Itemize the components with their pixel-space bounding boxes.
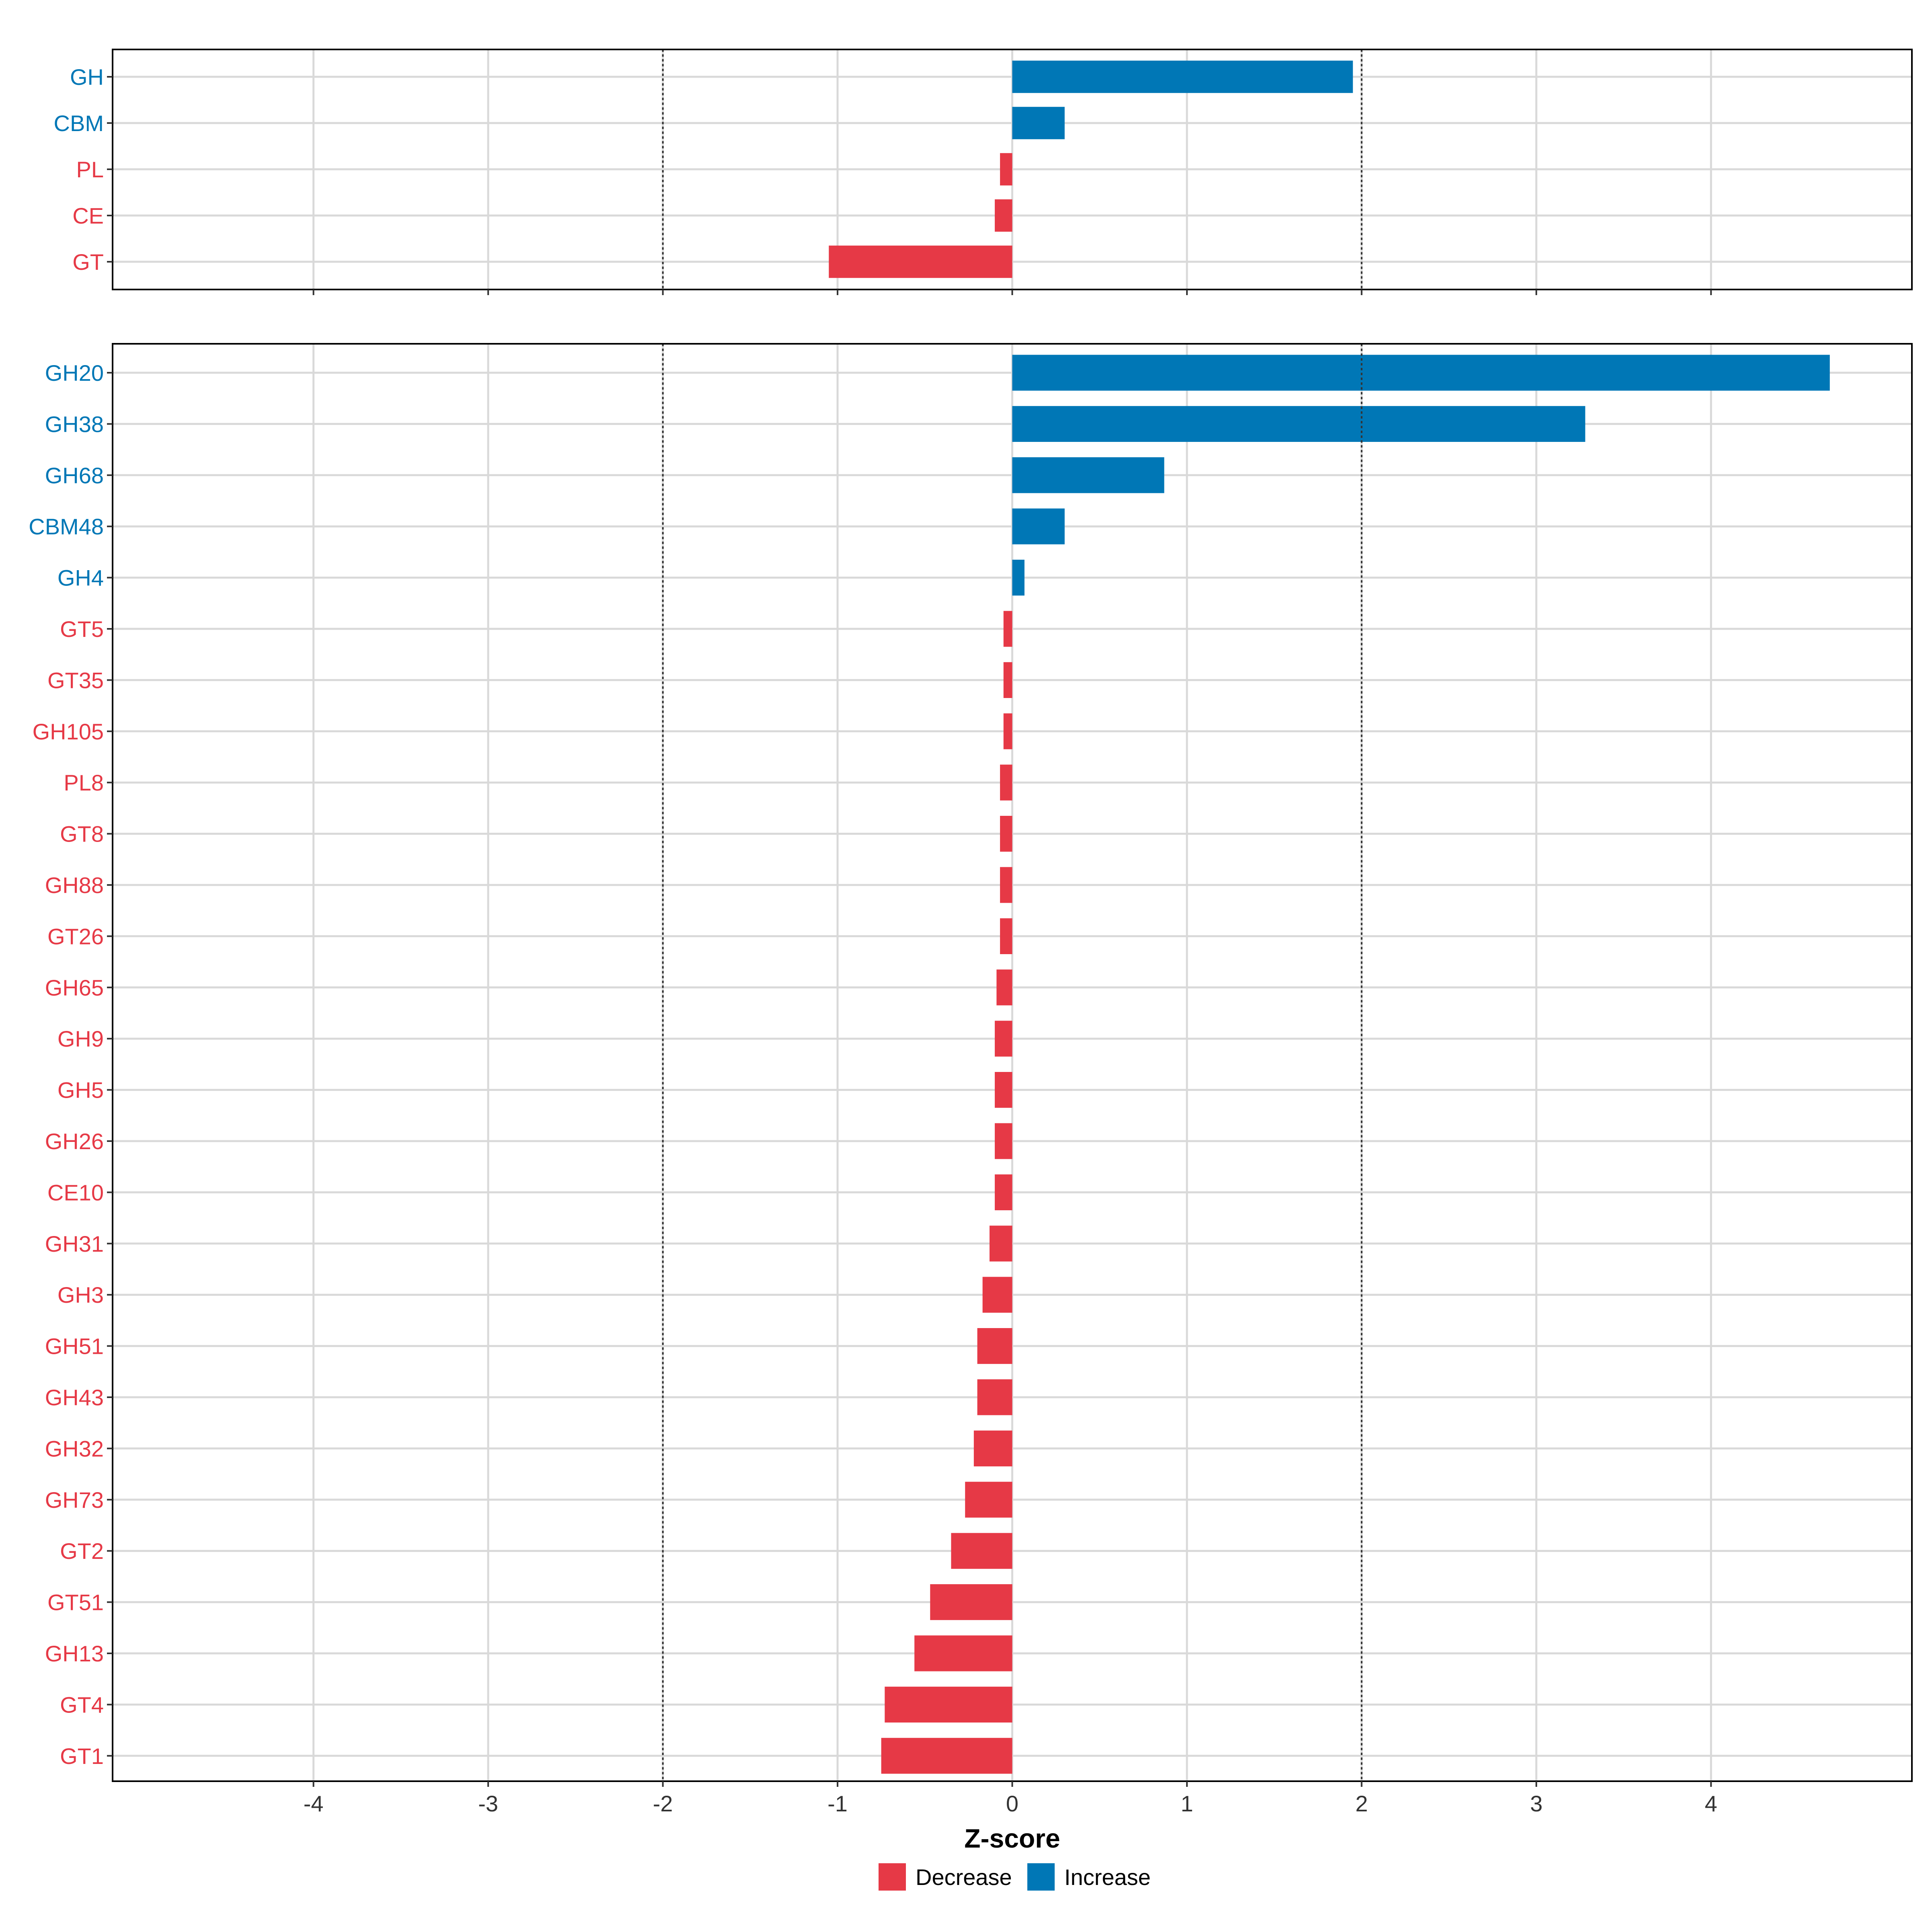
y-label-gt5: GT5 [60, 616, 104, 642]
bar-gh73 [965, 1482, 1012, 1518]
legend-swatch-increase [1027, 1863, 1055, 1891]
y-label-gt4: GT4 [60, 1692, 104, 1717]
bar-gh26 [995, 1123, 1012, 1159]
y-label-gh26: GH26 [45, 1129, 104, 1154]
y-label-gh105: GH105 [33, 719, 104, 744]
y-label-gh13: GH13 [45, 1641, 104, 1666]
x-tick-label: 3 [1530, 1791, 1542, 1816]
y-label-gh: GH [70, 64, 104, 90]
y-label-gt35: GT35 [47, 667, 104, 693]
bar-gh [1012, 60, 1353, 93]
bar-gh65 [996, 969, 1012, 1006]
y-label-gt51: GT51 [47, 1590, 104, 1615]
x-tick-label: -3 [478, 1791, 498, 1816]
y-label-gh5: GH5 [57, 1078, 104, 1103]
bar-gh32 [973, 1430, 1012, 1466]
y-label-ce10: CE10 [47, 1180, 104, 1205]
y-label-gh31: GH31 [45, 1231, 104, 1257]
y-label-gt8: GT8 [60, 821, 104, 847]
bar-gt51 [930, 1584, 1012, 1620]
y-label-gh9: GH9 [57, 1026, 104, 1051]
bar-gt4 [885, 1686, 1012, 1723]
y-label-gh73: GH73 [45, 1487, 104, 1513]
bar-gh20 [1012, 355, 1830, 391]
x-tick-label: -2 [653, 1791, 673, 1816]
bar-gt [829, 245, 1012, 278]
y-label-gh65: GH65 [45, 975, 104, 1000]
y-label-cbm: CBM [54, 111, 104, 136]
y-label-gh38: GH38 [45, 411, 104, 437]
bar-gh4 [1012, 560, 1025, 596]
y-label-gt: GT [72, 249, 104, 275]
x-axis-title: Z-score [964, 1823, 1060, 1853]
bar-gt35 [1003, 662, 1012, 698]
bar-gh88 [1000, 867, 1012, 903]
y-label-gh3: GH3 [57, 1282, 104, 1308]
bar-gh51 [977, 1328, 1012, 1364]
x-tick-label: -1 [827, 1791, 848, 1816]
y-label-pl: PL [76, 157, 104, 182]
bar-cbm48 [1012, 508, 1065, 544]
bar-ce [995, 199, 1012, 232]
legend-label-decrease: Decrease [916, 1864, 1012, 1890]
x-tick-label: 0 [1006, 1791, 1018, 1816]
bar-pl [1000, 153, 1012, 186]
x-tick-label: 4 [1705, 1791, 1717, 1816]
bar-pl8 [1000, 764, 1012, 801]
bar-gh68 [1012, 457, 1164, 493]
y-label-gt2: GT2 [60, 1538, 104, 1564]
bar-gh31 [990, 1226, 1012, 1262]
bar-gh43 [977, 1379, 1012, 1415]
bar-gt1 [881, 1738, 1012, 1774]
x-tick-label: -4 [304, 1791, 324, 1816]
bar-cbm [1012, 107, 1065, 140]
y-label-gt1: GT1 [60, 1743, 104, 1769]
bar-gh3 [982, 1277, 1012, 1313]
y-label-gt26: GT26 [47, 924, 104, 949]
x-tick-label: 1 [1181, 1791, 1193, 1816]
bar-gt26 [1000, 918, 1012, 954]
bar-gh105 [1003, 713, 1012, 749]
bar-gt8 [1000, 816, 1012, 852]
y-label-gh51: GH51 [45, 1334, 104, 1359]
legend-label-increase: Increase [1064, 1864, 1151, 1890]
y-label-gh32: GH32 [45, 1436, 104, 1461]
bar-ce10 [995, 1174, 1012, 1210]
bar-gh38 [1012, 406, 1585, 442]
y-label-ce: CE [72, 203, 104, 228]
legend-swatch-decrease [879, 1863, 906, 1891]
y-label-pl8: PL8 [64, 770, 104, 795]
y-label-cbm48: CBM48 [29, 514, 104, 539]
bar-gt5 [1003, 611, 1012, 647]
bar-gh9 [995, 1020, 1012, 1057]
y-label-gh68: GH68 [45, 463, 104, 488]
y-label-gh20: GH20 [45, 360, 104, 386]
bar-gh5 [995, 1072, 1012, 1108]
x-tick-label: 2 [1355, 1791, 1368, 1816]
y-label-gh4: GH4 [57, 565, 104, 591]
bar-gt2 [951, 1533, 1012, 1569]
bar-gh13 [914, 1635, 1012, 1671]
y-label-gh43: GH43 [45, 1385, 104, 1410]
y-label-gh88: GH88 [45, 873, 104, 898]
